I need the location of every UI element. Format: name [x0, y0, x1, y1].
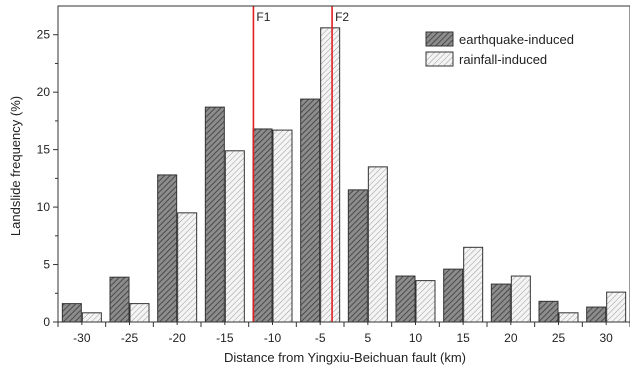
- legend-label-earthquake-induced: earthquake-induced: [459, 32, 574, 47]
- bar-earthquake-induced--10: [252, 128, 273, 323]
- x-tick-label: -20: [168, 331, 186, 345]
- bar-rainfall-induced-20: [510, 275, 531, 323]
- x-tick-label: 10: [409, 331, 423, 345]
- bar-rainfall-induced--15: [224, 150, 245, 323]
- x-tick-label: 20: [504, 331, 518, 345]
- x-tick-label: 5: [364, 331, 371, 345]
- bar-rainfall-induced--30: [81, 312, 102, 323]
- bar-earthquake-induced--25: [109, 276, 130, 323]
- x-tick-label: -30: [73, 331, 91, 345]
- fault-label-F1: F1: [256, 10, 270, 24]
- x-tick-label: -25: [121, 331, 139, 345]
- bar-earthquake-induced-10: [395, 275, 416, 323]
- bar-rainfall-induced-15: [463, 246, 484, 323]
- x-axis-label: Distance from Yingxiu-Beichuan fault (km…: [224, 350, 466, 365]
- bar-earthquake-induced-15: [443, 268, 464, 323]
- legend-swatch-earthquake-induced: [425, 31, 454, 47]
- bar-earthquake-induced-30: [586, 306, 607, 323]
- x-tick-label: -15: [216, 331, 234, 345]
- series-1: [81, 27, 627, 323]
- fault-label-F2: F2: [335, 10, 349, 24]
- bar-earthquake-induced--20: [157, 174, 178, 323]
- series-0: [61, 98, 607, 323]
- legend-swatch-rainfall-induced: [425, 51, 454, 67]
- bar-earthquake-induced-25: [538, 300, 559, 323]
- bar-rainfall-induced-30: [606, 291, 627, 323]
- bar-rainfall-induced--5: [320, 27, 341, 323]
- x-tick-label: 15: [456, 331, 470, 345]
- bar-rainfall-induced--25: [129, 303, 150, 323]
- y-tick-label: 20: [37, 85, 51, 99]
- bar-earthquake-induced--15: [204, 106, 225, 323]
- y-tick-label: 0: [43, 315, 50, 329]
- x-tick-label: 25: [552, 331, 566, 345]
- x-tick-label: -10: [264, 331, 282, 345]
- bar-rainfall-induced-5: [367, 166, 388, 323]
- y-tick-label: 25: [37, 28, 51, 42]
- bar-earthquake-induced--5: [300, 98, 321, 323]
- bar-rainfall-induced--20: [177, 212, 198, 323]
- legend: earthquake-induced rainfall-induced: [425, 31, 574, 67]
- y-tick-label: 15: [37, 143, 51, 157]
- bars-layer: [61, 27, 627, 323]
- bar-earthquake-induced-20: [490, 283, 511, 323]
- bar-earthquake-induced--30: [61, 303, 82, 323]
- bar-rainfall-induced-25: [558, 312, 579, 323]
- y-tick-label: 10: [37, 200, 51, 214]
- bar-rainfall-induced-10: [415, 280, 436, 323]
- axes-layer: 0 5 10 15 20 25 -30 -25 -20 -15 -10 -5 5 10 15 20 25 30: [37, 5, 630, 345]
- bar-earthquake-induced-5: [347, 189, 368, 323]
- legend-label-rainfall-induced: rainfall-induced: [459, 52, 547, 67]
- fault-lines-layer: F1 F2: [252, 6, 349, 322]
- bar-rainfall-induced--10: [272, 129, 293, 323]
- y-tick-label: 5: [43, 258, 50, 272]
- x-tick-label: -5: [315, 331, 326, 345]
- y-axis-label: Landslide frequency (%): [8, 96, 23, 236]
- x-tick-label: 30: [599, 331, 613, 345]
